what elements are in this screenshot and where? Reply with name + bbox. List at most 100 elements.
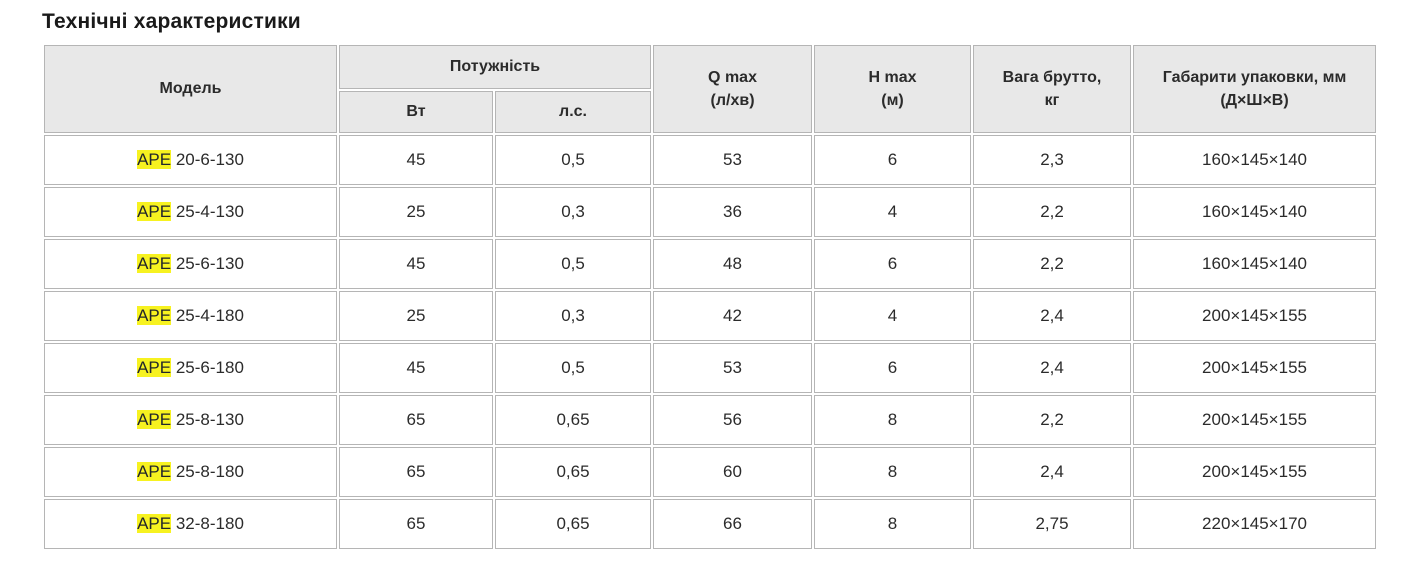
model-rest: 32-8-180 bbox=[171, 514, 244, 533]
hp-cell: 0,5 bbox=[495, 239, 652, 289]
search-highlight: APE bbox=[137, 202, 172, 221]
search-highlight: APE bbox=[137, 254, 172, 273]
qmax-cell: 36 bbox=[653, 187, 813, 237]
col-header-weight-line1: Вага брутто, bbox=[1002, 68, 1102, 86]
dimensions-cell: 200×145×155 bbox=[1133, 291, 1376, 341]
model-rest: 20-6-130 bbox=[171, 150, 244, 169]
search-highlight: APE bbox=[137, 150, 172, 169]
col-header-qmax: Q max (л/хв) bbox=[653, 45, 813, 133]
model-rest: 25-8-180 bbox=[171, 462, 244, 481]
hp-cell: 0,3 bbox=[495, 291, 652, 341]
weight-cell: 2,4 bbox=[973, 447, 1132, 497]
weight-cell: 2,3 bbox=[973, 135, 1132, 185]
weight-cell: 2,2 bbox=[973, 395, 1132, 445]
hp-cell: 0,5 bbox=[495, 135, 652, 185]
col-header-hmax: H max (м) bbox=[814, 45, 972, 133]
table-row: APE 25-4-180 25 0,3 42 4 2,4 200×145×155 bbox=[44, 291, 1376, 341]
hp-cell: 0,65 bbox=[495, 395, 652, 445]
watt-cell: 45 bbox=[339, 343, 493, 393]
model-rest: 25-4-130 bbox=[171, 202, 244, 221]
hmax-cell: 6 bbox=[814, 135, 972, 185]
model-cell: APE 25-4-130 bbox=[44, 187, 337, 237]
qmax-cell: 56 bbox=[653, 395, 813, 445]
qmax-cell: 66 bbox=[653, 499, 813, 549]
col-header-power-watt: Вт bbox=[339, 91, 493, 133]
table-row: APE 32-8-180 65 0,65 66 8 2,75 220×145×1… bbox=[44, 499, 1376, 549]
table-row: APE 25-6-130 45 0,5 48 6 2,2 160×145×140 bbox=[44, 239, 1376, 289]
model-cell: APE 25-6-180 bbox=[44, 343, 337, 393]
model-rest: 25-6-130 bbox=[171, 254, 244, 273]
col-header-qmax-line2: (л/хв) bbox=[710, 92, 755, 109]
hmax-cell: 8 bbox=[814, 447, 972, 497]
table-row: APE 25-8-130 65 0,65 56 8 2,2 200×145×15… bbox=[44, 395, 1376, 445]
watt-cell: 25 bbox=[339, 291, 493, 341]
watt-cell: 45 bbox=[339, 239, 493, 289]
weight-cell: 2,2 bbox=[973, 239, 1132, 289]
table-row: APE 25-4-130 25 0,3 36 4 2,2 160×145×140 bbox=[44, 187, 1376, 237]
hmax-cell: 8 bbox=[814, 499, 972, 549]
qmax-cell: 60 bbox=[653, 447, 813, 497]
watt-cell: 65 bbox=[339, 395, 493, 445]
col-header-qmax-line1: Q max bbox=[708, 68, 757, 86]
search-highlight: APE bbox=[137, 410, 172, 429]
qmax-cell: 48 bbox=[653, 239, 813, 289]
search-highlight: APE bbox=[137, 306, 172, 325]
specs-table-header: Модель Потужність Q max (л/хв) H max (м)… bbox=[44, 45, 1376, 133]
specs-table-body: APE 20-6-130 45 0,5 53 6 2,3 160×145×140… bbox=[44, 135, 1376, 549]
model-rest: 25-4-180 bbox=[171, 306, 244, 325]
col-header-dimensions-line1: Габарити упаковки, мм bbox=[1162, 68, 1347, 86]
page-title: Технічні характеристики bbox=[42, 10, 301, 33]
dimensions-cell: 200×145×155 bbox=[1133, 447, 1376, 497]
model-cell: APE 25-8-180 bbox=[44, 447, 337, 497]
table-row: APE 25-6-180 45 0,5 53 6 2,4 200×145×155 bbox=[44, 343, 1376, 393]
search-highlight: APE bbox=[137, 358, 172, 377]
col-header-hmax-line2: (м) bbox=[881, 92, 904, 109]
search-highlight: APE bbox=[137, 462, 172, 481]
weight-cell: 2,75 bbox=[973, 499, 1132, 549]
model-cell: APE 32-8-180 bbox=[44, 499, 337, 549]
col-header-power-group: Потужність bbox=[339, 45, 652, 89]
model-rest: 25-6-180 bbox=[171, 358, 244, 377]
hmax-cell: 8 bbox=[814, 395, 972, 445]
col-header-power-hp: л.с. bbox=[495, 91, 652, 133]
qmax-cell: 42 bbox=[653, 291, 813, 341]
dimensions-cell: 200×145×155 bbox=[1133, 343, 1376, 393]
watt-cell: 45 bbox=[339, 135, 493, 185]
hmax-cell: 4 bbox=[814, 187, 972, 237]
col-header-weight-line2: кг bbox=[1044, 92, 1060, 109]
model-cell: APE 20-6-130 bbox=[44, 135, 337, 185]
table-row: APE 20-6-130 45 0,5 53 6 2,3 160×145×140 bbox=[44, 135, 1376, 185]
specs-table: Модель Потужність Q max (л/хв) H max (м)… bbox=[42, 43, 1378, 551]
hmax-cell: 6 bbox=[814, 239, 972, 289]
qmax-cell: 53 bbox=[653, 343, 813, 393]
hmax-cell: 6 bbox=[814, 343, 972, 393]
watt-cell: 25 bbox=[339, 187, 493, 237]
model-rest: 25-8-130 bbox=[171, 410, 244, 429]
dimensions-cell: 160×145×140 bbox=[1133, 135, 1376, 185]
dimensions-cell: 160×145×140 bbox=[1133, 239, 1376, 289]
weight-cell: 2,2 bbox=[973, 187, 1132, 237]
col-header-model: Модель bbox=[44, 45, 337, 133]
hp-cell: 0,3 bbox=[495, 187, 652, 237]
watt-cell: 65 bbox=[339, 499, 493, 549]
hmax-cell: 4 bbox=[814, 291, 972, 341]
col-header-dimensions: Габарити упаковки, мм (Д×Ш×В) bbox=[1133, 45, 1376, 133]
qmax-cell: 53 bbox=[653, 135, 813, 185]
col-header-dimensions-line2: (Д×Ш×В) bbox=[1220, 92, 1289, 109]
search-highlight: APE bbox=[137, 514, 172, 533]
model-cell: APE 25-8-130 bbox=[44, 395, 337, 445]
dimensions-cell: 160×145×140 bbox=[1133, 187, 1376, 237]
model-cell: APE 25-6-130 bbox=[44, 239, 337, 289]
hp-cell: 0,65 bbox=[495, 499, 652, 549]
model-cell: APE 25-4-180 bbox=[44, 291, 337, 341]
hp-cell: 0,5 bbox=[495, 343, 652, 393]
weight-cell: 2,4 bbox=[973, 291, 1132, 341]
col-header-weight: Вага брутто, кг bbox=[973, 45, 1132, 133]
hp-cell: 0,65 bbox=[495, 447, 652, 497]
col-header-hmax-line1: H max bbox=[868, 68, 917, 86]
weight-cell: 2,4 bbox=[973, 343, 1132, 393]
watt-cell: 65 bbox=[339, 447, 493, 497]
dimensions-cell: 220×145×170 bbox=[1133, 499, 1376, 549]
table-row: APE 25-8-180 65 0,65 60 8 2,4 200×145×15… bbox=[44, 447, 1376, 497]
